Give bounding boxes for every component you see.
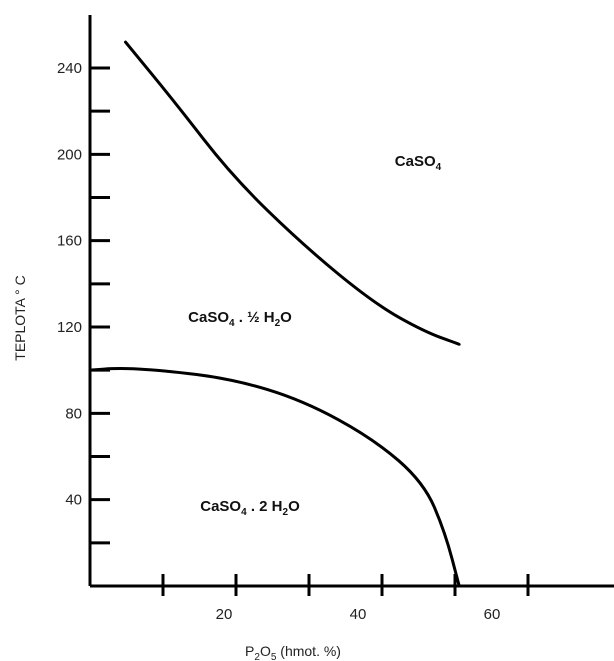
phase-boundaries [88, 40, 461, 588]
y-tick-label: 40 [65, 492, 82, 509]
phase-boundary-1 [124, 40, 461, 346]
y-tick-label: 160 [57, 233, 82, 250]
y-axis-title: TEPLOTA ° C [12, 275, 28, 360]
y-tick-label: 200 [57, 146, 82, 163]
ticks: 40 80 120 160 200 240 20 40 60 [57, 60, 530, 623]
region-label-1: CaSO4 [395, 153, 442, 173]
region-label-3: CaSO4 . 2 H2O [200, 498, 300, 518]
x-axis-title: P2O5 (hmot. %) [245, 643, 341, 661]
x-tick-label: 40 [350, 606, 367, 623]
y-tick-label: 80 [65, 405, 82, 422]
region-label-2: CaSO4 . ½ H2O [188, 309, 292, 329]
x-tick-label: 60 [484, 606, 501, 623]
axes [88, 15, 614, 588]
y-tick-label: 240 [57, 60, 82, 77]
phase-boundary-2 [88, 367, 461, 588]
region-labels: CaSO4 CaSO4 . ½ H2O CaSO4 . 2 H2O [188, 153, 441, 518]
y-tick-label: 120 [57, 319, 82, 336]
x-tick-label: 20 [216, 606, 233, 623]
